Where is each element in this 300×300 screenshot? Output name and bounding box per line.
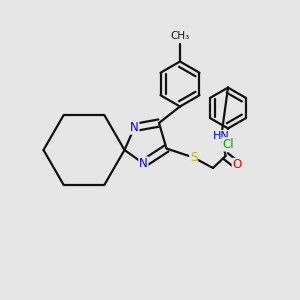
Text: CH₃: CH₃ (170, 31, 190, 41)
Text: Cl: Cl (222, 138, 234, 151)
Text: HN: HN (213, 130, 230, 141)
Text: O: O (232, 158, 242, 172)
Text: S: S (190, 151, 197, 164)
Text: N: N (139, 157, 148, 170)
Text: N: N (130, 121, 139, 134)
